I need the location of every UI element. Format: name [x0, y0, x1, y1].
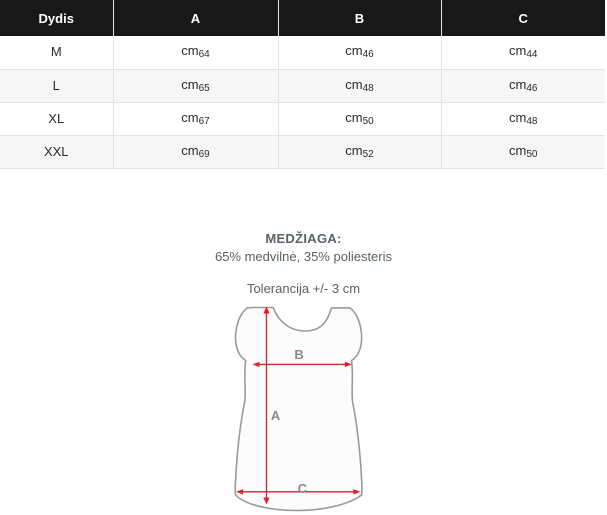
- svg-text:B: B: [294, 347, 303, 362]
- svg-text:A: A: [271, 408, 281, 423]
- svg-text:C: C: [298, 481, 308, 496]
